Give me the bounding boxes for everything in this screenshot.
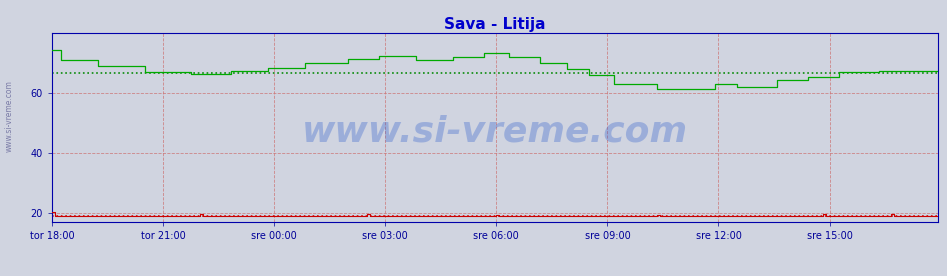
Title: Sava - Litija: Sava - Litija <box>444 17 545 32</box>
Text: www.si-vreme.com: www.si-vreme.com <box>302 115 688 148</box>
Text: www.si-vreme.com: www.si-vreme.com <box>5 80 14 152</box>
